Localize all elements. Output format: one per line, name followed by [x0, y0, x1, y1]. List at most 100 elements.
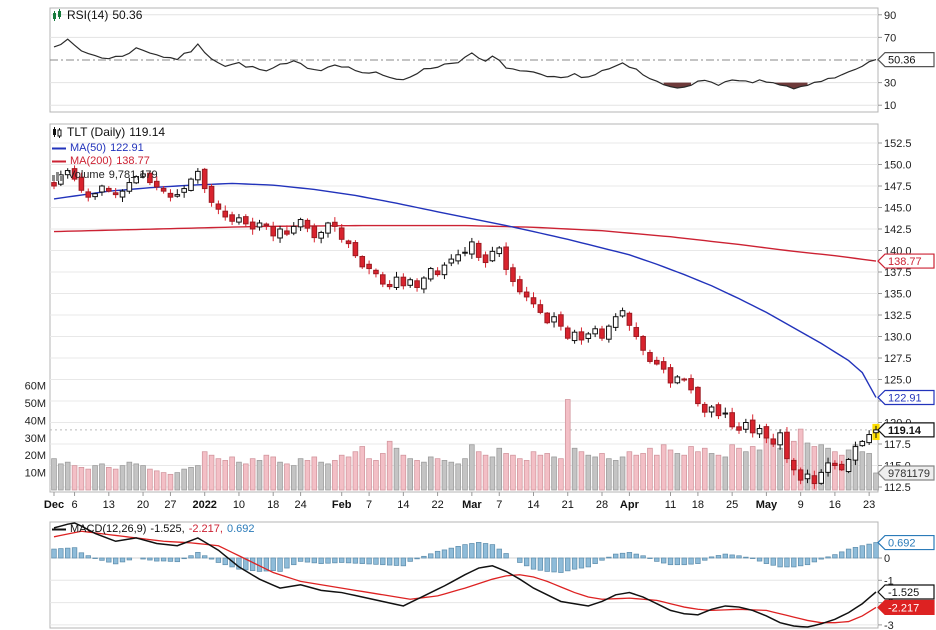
macd-histogram-bar — [715, 555, 722, 559]
volume-bar — [352, 451, 359, 491]
volume-bar — [640, 453, 646, 491]
candlestick — [380, 274, 386, 285]
candlestick — [770, 438, 777, 445]
volume-bar — [462, 458, 468, 491]
candlestick — [338, 227, 345, 240]
macd-histogram-bar — [202, 555, 208, 559]
macd-histogram-bar — [222, 557, 228, 566]
volume-bar — [448, 461, 455, 491]
volume-bar — [277, 461, 283, 491]
candlestick — [51, 182, 57, 187]
macd-histogram-bar — [462, 544, 468, 559]
volume-bar — [222, 460, 229, 491]
candlestick — [304, 219, 311, 229]
macd-histogram-bar — [106, 557, 112, 563]
macd-histogram-bar — [818, 557, 824, 560]
macd-histogram-bar — [571, 557, 578, 570]
volume-bar — [373, 460, 379, 491]
candlestick — [147, 172, 153, 184]
candlestick — [633, 327, 640, 337]
volume-bar — [99, 463, 105, 491]
volume-bar — [688, 446, 694, 491]
volume-bar — [530, 451, 537, 491]
macd-histogram-bar — [291, 557, 297, 566]
candlestick — [332, 221, 338, 227]
volume-bar — [256, 460, 263, 491]
candlestick — [373, 269, 379, 275]
volume-bar — [133, 463, 139, 491]
x-axis-label: 14 — [527, 499, 539, 511]
candlestick — [222, 210, 229, 218]
candlestick — [215, 203, 222, 210]
macd-value-callout — [877, 584, 935, 600]
macd-histogram-bar — [380, 557, 386, 566]
macd-histogram-bar — [345, 557, 352, 564]
price-tick-label: 132.5 — [884, 310, 912, 322]
volume-bar — [564, 399, 571, 491]
ma50-line-icon — [52, 147, 66, 150]
volume-bar — [297, 458, 304, 491]
volume-bar — [126, 461, 133, 491]
candlestick — [208, 185, 215, 203]
volume-bar — [338, 454, 345, 491]
candlestick — [736, 426, 742, 431]
volume-bar — [400, 454, 407, 491]
x-axis-label: 20 — [137, 499, 149, 511]
volume-bar — [654, 454, 660, 491]
volume-bar — [78, 467, 85, 491]
x-axis-label: May — [756, 499, 778, 511]
volume-bar — [873, 472, 879, 491]
volume-bar — [208, 454, 215, 491]
ma200-callout-text: 138.77 — [888, 256, 922, 268]
volume-bar — [380, 453, 386, 491]
volume-bar — [866, 453, 872, 491]
macd-histogram-bar — [277, 557, 283, 572]
volume-bar — [571, 447, 578, 491]
x-axis-label: 6 — [71, 499, 77, 511]
macd-histogram-bar — [339, 557, 345, 563]
macd-histogram-bar — [99, 557, 105, 561]
candlestick — [791, 459, 797, 471]
macd-histogram-bar — [243, 557, 249, 571]
volume-bar — [647, 447, 653, 491]
volume-bar — [112, 468, 119, 491]
candlestick — [236, 217, 242, 223]
volume-bar — [489, 456, 496, 491]
macd-histogram-bar — [284, 557, 290, 569]
macd-histogram-bar — [482, 543, 489, 559]
volume-bar — [626, 451, 633, 491]
volume-bar — [304, 460, 311, 491]
price-tick-label: 142.5 — [884, 224, 912, 236]
candlestick — [249, 221, 256, 230]
macd-histogram-bar — [791, 557, 797, 568]
macd-histogram-bar — [729, 554, 735, 559]
price-tick-label: 125.0 — [884, 375, 912, 387]
volume-bar — [633, 454, 640, 491]
volume-bar — [160, 472, 167, 491]
x-axis-label: 10 — [233, 499, 245, 511]
macd-histogram-bar — [421, 555, 427, 559]
ma50-callout — [877, 389, 935, 406]
candlestick — [667, 367, 674, 384]
volume-bar — [715, 454, 722, 491]
macd-histogram-bar — [551, 557, 557, 573]
macd-histogram-bar — [58, 548, 64, 559]
candlestick — [811, 475, 818, 485]
candlestick — [256, 222, 263, 228]
volume-bar — [407, 458, 413, 491]
macd-histogram-bar — [599, 557, 605, 561]
macd-histogram-bar — [537, 557, 544, 571]
macd-histogram-bar — [496, 548, 502, 559]
volume-bar — [58, 463, 64, 491]
rsi-value-callout-text: 50.36 — [888, 55, 916, 67]
volume-bar — [811, 446, 818, 491]
candlestick — [804, 473, 811, 480]
volume-bar — [263, 454, 270, 491]
macd-histogram-bar — [270, 557, 276, 572]
candlestick — [640, 335, 646, 351]
volume-bar — [804, 442, 811, 491]
price-tick-label: 112.5 — [884, 482, 911, 494]
x-axis-label: 7 — [366, 499, 372, 511]
volume-bar — [469, 444, 475, 491]
candlestick — [701, 403, 708, 413]
